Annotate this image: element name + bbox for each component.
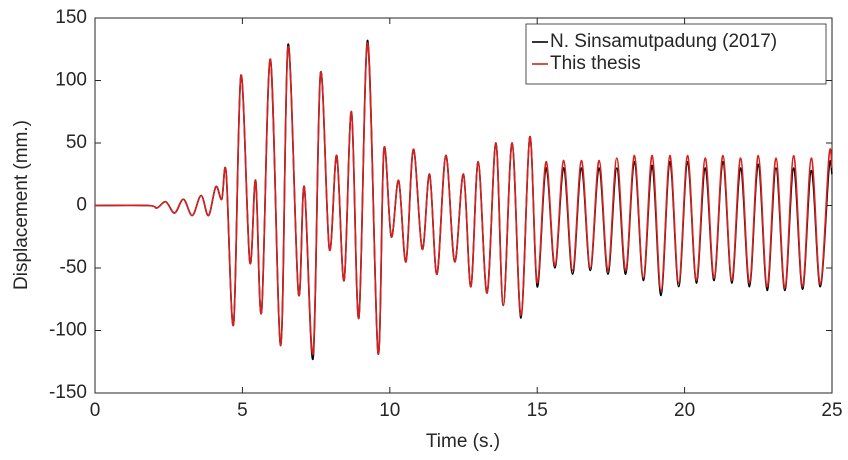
y-tick-label: 50 bbox=[66, 132, 87, 153]
y-tick-label: -150 bbox=[49, 382, 87, 403]
x-tick-label: 25 bbox=[821, 400, 842, 421]
data-line bbox=[94, 42, 833, 356]
legend-label: N. Sinsamutpadung (2017) bbox=[550, 31, 777, 52]
legend-label: This thesis bbox=[550, 53, 641, 74]
y-tick-label: -100 bbox=[49, 320, 87, 341]
data-line bbox=[94, 39, 833, 361]
x-tick-label: 15 bbox=[527, 400, 548, 421]
x-axis-label: Time (s.) bbox=[426, 431, 500, 452]
x-tick-label: 10 bbox=[379, 400, 400, 421]
y-axis-label: Displacement (mm.) bbox=[11, 120, 32, 290]
x-tick-label: 0 bbox=[90, 400, 101, 421]
y-tick-label: 150 bbox=[55, 7, 87, 28]
y-tick-label: 0 bbox=[76, 195, 87, 216]
y-tick-label: 100 bbox=[55, 70, 87, 91]
x-tick-label: 20 bbox=[674, 400, 695, 421]
x-tick-label: 5 bbox=[237, 400, 248, 421]
y-tick-label: -50 bbox=[60, 257, 87, 278]
legend-box bbox=[525, 23, 827, 85]
